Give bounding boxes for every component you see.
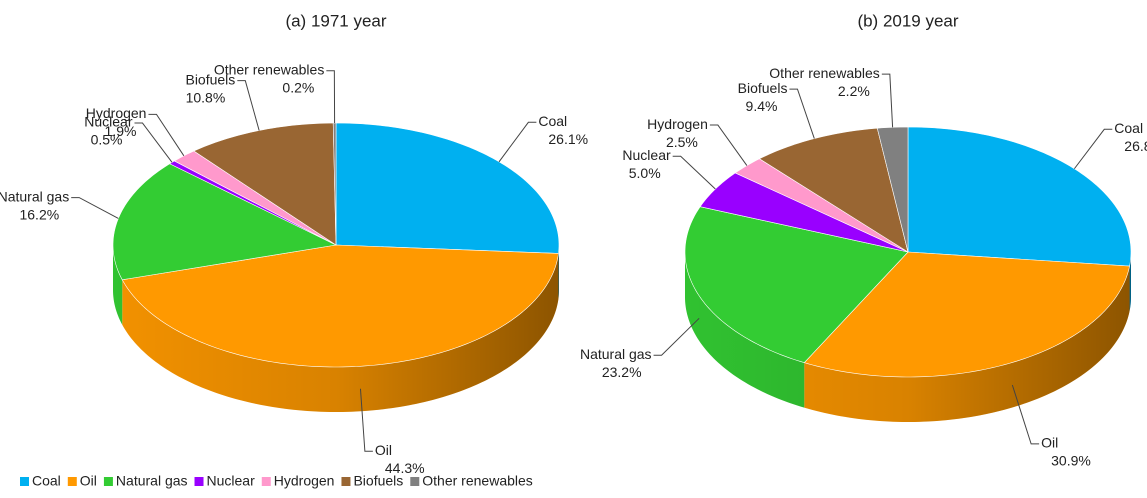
slice: [335, 122, 560, 254]
category-label: Natural gas: [580, 346, 652, 362]
value-label: 9.4%: [746, 98, 778, 114]
slice: [112, 163, 337, 281]
value-label: 16.2%: [19, 206, 59, 222]
leader-line: [237, 80, 260, 131]
category-label: Nuclear: [622, 147, 671, 163]
legend-label: Other renewables: [422, 473, 533, 489]
value-label: 2.2%: [838, 83, 870, 99]
category-label: Coal: [1114, 120, 1143, 136]
leader-line: [498, 121, 537, 163]
category-label: Biofuels: [185, 71, 235, 87]
leader-line: [1011, 384, 1040, 445]
slice: [734, 158, 909, 253]
value-label: 23.2%: [602, 364, 642, 380]
legend-label: Oil: [80, 473, 97, 489]
value-label: 26.8%: [1124, 138, 1147, 154]
category-label: Hydrogen: [647, 116, 708, 132]
category-label: Coal: [538, 113, 567, 129]
value-label: 44.3%: [385, 460, 425, 476]
category-label: Oil: [1041, 435, 1058, 451]
value-label: 30.9%: [1051, 453, 1091, 469]
category-label: Other renewables: [214, 61, 325, 77]
leader-line: [653, 317, 700, 356]
legend-label: Hydrogen: [274, 473, 335, 489]
category-label: Oil: [375, 442, 392, 458]
leader-line: [71, 197, 119, 219]
legend-swatch: [103, 477, 113, 486]
chart-title: (a) 1971 year: [285, 11, 386, 30]
legend-swatch: [194, 477, 204, 486]
value-label: 10.8%: [186, 89, 226, 105]
value-label: 2.5%: [666, 134, 698, 150]
category-label: Hydrogen: [86, 105, 147, 121]
leader-line: [709, 124, 748, 166]
legend-swatch: [410, 477, 420, 486]
leader-line: [789, 88, 815, 139]
legend-label: Coal: [32, 473, 61, 489]
slice: [803, 251, 1130, 378]
side-shading: [685, 252, 1131, 422]
slice: [907, 126, 1132, 267]
legend-label: Natural gas: [116, 473, 188, 489]
slice: [121, 244, 559, 368]
category-label: Nuclear: [84, 114, 133, 130]
legend-label: Biofuels: [353, 473, 403, 489]
category-label: Other renewables: [769, 65, 880, 81]
category-label: Biofuels: [738, 80, 788, 96]
value-label: 0.5%: [91, 132, 123, 148]
chart-title: (b) 2019 year: [857, 11, 958, 30]
legend-swatch: [341, 477, 351, 486]
value-label: 5.0%: [629, 165, 661, 181]
leader-line: [672, 155, 716, 190]
legend-swatch: [261, 477, 271, 486]
leader-line: [881, 73, 894, 128]
leader-line: [148, 113, 185, 157]
legend-label: Nuclear: [207, 473, 256, 489]
slice: [876, 126, 909, 253]
slice: [684, 206, 909, 363]
leader-line: [359, 388, 373, 452]
leader-line: [1073, 128, 1113, 170]
value-label: 0.2%: [282, 79, 314, 95]
value-label: 1.9%: [105, 123, 137, 139]
legend-swatch: [20, 477, 29, 486]
value-label: 26.1%: [548, 131, 588, 147]
legend-swatch: [67, 477, 77, 486]
side-shading: [113, 245, 559, 412]
leader-line: [134, 122, 173, 163]
category-label: Natural gas: [0, 188, 69, 204]
leader-line: [326, 70, 336, 124]
